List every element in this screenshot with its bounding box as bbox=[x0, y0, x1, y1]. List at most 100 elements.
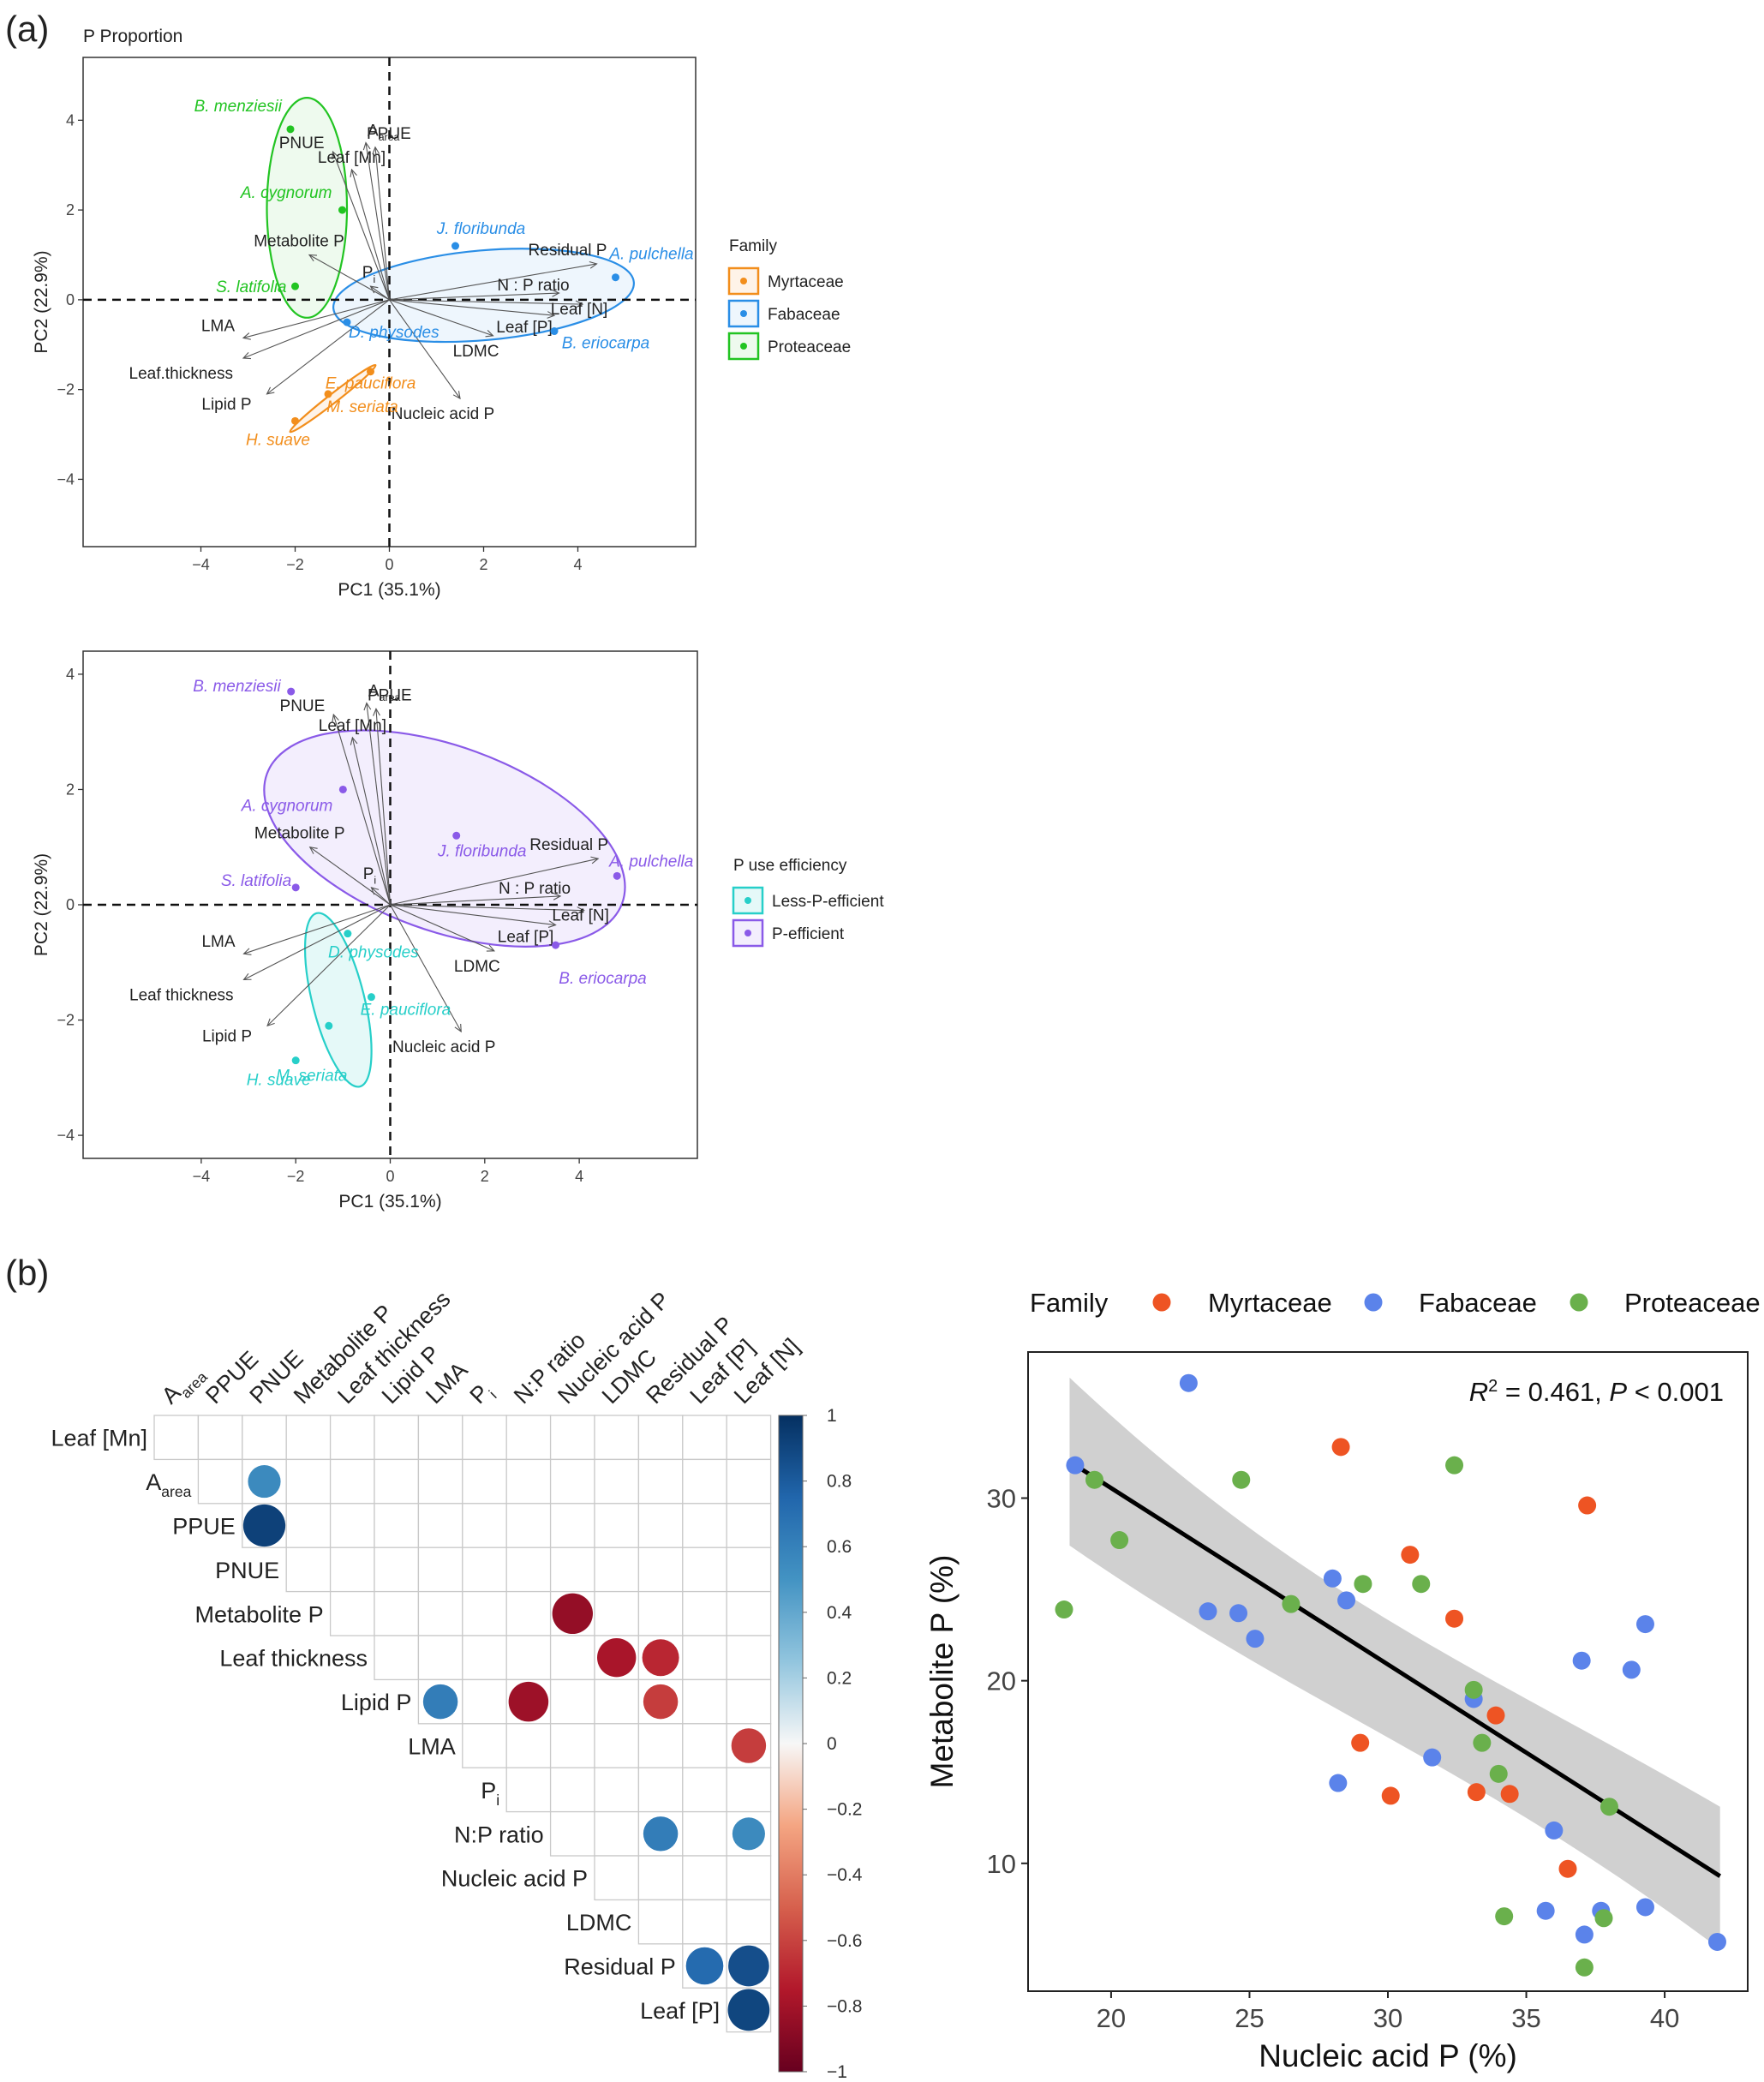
colorbar-tick-label: −1 bbox=[827, 2062, 847, 2082]
matrix-cell bbox=[594, 1678, 640, 1725]
y-tick-label: 2 bbox=[66, 781, 75, 798]
matrix-cell bbox=[726, 1590, 772, 1636]
colorbar-tick-label: −0.4 bbox=[827, 1865, 863, 1885]
species-point bbox=[451, 242, 459, 250]
legend-label: Myrtaceae bbox=[768, 273, 844, 291]
row-label: Nucleic acid P bbox=[441, 1866, 588, 1892]
point-myrtaceae bbox=[1331, 1438, 1350, 1457]
species-label: D. physodes bbox=[328, 944, 419, 962]
correlation-circle bbox=[552, 1593, 593, 1634]
species-point bbox=[613, 871, 621, 880]
matrix-cell bbox=[637, 1590, 684, 1636]
matrix-cell bbox=[682, 1458, 727, 1505]
matrix-cell bbox=[637, 1415, 684, 1461]
point-myrtaceae bbox=[1558, 1859, 1577, 1878]
colorbar-tick-label: −0.6 bbox=[827, 1931, 862, 1951]
point-myrtaceae bbox=[1500, 1785, 1519, 1804]
matrix-cell bbox=[549, 1678, 595, 1725]
point-fabaceae bbox=[1572, 1651, 1591, 1670]
matrix-cell bbox=[505, 1503, 552, 1548]
colorbar-tick-label: 0.2 bbox=[827, 1668, 852, 1688]
matrix-cell bbox=[726, 1458, 772, 1505]
x-tick-label: 4 bbox=[575, 1168, 583, 1185]
matrix-cell bbox=[417, 1458, 463, 1505]
matrix-cell bbox=[374, 1415, 420, 1461]
matrix-cell bbox=[682, 1810, 727, 1857]
species-point bbox=[452, 831, 461, 840]
point-myrtaceae bbox=[1401, 1546, 1420, 1564]
vector-arrow bbox=[374, 147, 391, 300]
species-label: B. menziesii bbox=[194, 98, 283, 116]
matrix-cell bbox=[594, 1547, 640, 1593]
point-fabaceae bbox=[1575, 1925, 1594, 1944]
legend-title: Family bbox=[729, 237, 777, 255]
y-tick-label: −2 bbox=[57, 381, 75, 398]
matrix-cell bbox=[726, 1415, 772, 1461]
matrix-cell bbox=[682, 1415, 727, 1461]
vector-arrow bbox=[390, 904, 495, 952]
vector-label: Lipid P bbox=[201, 396, 251, 414]
correlation-circle bbox=[642, 1639, 679, 1677]
legend-key bbox=[727, 299, 760, 328]
fit-annotation: R2 = 0.461, P < 0.001 bbox=[1469, 1377, 1724, 1407]
vector-arrow bbox=[390, 858, 599, 906]
point-proteaceae bbox=[1282, 1594, 1301, 1613]
vector-arrowhead bbox=[332, 713, 339, 722]
point-myrtaceae bbox=[1381, 1786, 1400, 1805]
matrix-cell bbox=[505, 1723, 552, 1768]
matrix-cell bbox=[153, 1415, 200, 1461]
row-label: LMA bbox=[408, 1734, 456, 1760]
vector-arrowhead bbox=[370, 886, 380, 895]
matrix-cell bbox=[726, 1767, 772, 1813]
vector-label: Leaf thickness bbox=[129, 986, 233, 1004]
x-tick-label: −4 bbox=[192, 556, 210, 573]
vector-arrow bbox=[390, 904, 584, 912]
y-tick-label: 10 bbox=[987, 1849, 1016, 1879]
vector-arrowhead bbox=[363, 702, 372, 711]
vector-arrow bbox=[266, 299, 390, 395]
legend-dot-proteaceae bbox=[1570, 1293, 1588, 1312]
panel-label-a: (a) bbox=[5, 9, 49, 49]
legend-dot-myrtaceae bbox=[1152, 1293, 1171, 1312]
vector-label: Residual P bbox=[529, 836, 608, 854]
x-tick-label: 35 bbox=[1511, 2003, 1540, 2033]
vector-arrow bbox=[350, 169, 391, 301]
matrix-cell bbox=[594, 1415, 640, 1461]
point-proteaceae bbox=[1495, 1907, 1514, 1926]
point-proteaceae bbox=[1594, 1909, 1613, 1928]
point-proteaceae bbox=[1445, 1456, 1464, 1475]
point-myrtaceae bbox=[1467, 1783, 1486, 1802]
matrix-cell bbox=[197, 1458, 243, 1505]
matrix-cell bbox=[505, 1547, 552, 1593]
vector-label: Pi bbox=[362, 264, 375, 285]
point-proteaceae bbox=[1412, 1575, 1431, 1594]
species-point bbox=[291, 883, 300, 892]
y-tick-label: 0 bbox=[66, 896, 75, 913]
species-point bbox=[325, 1021, 333, 1030]
correlation-circle bbox=[422, 1684, 458, 1720]
matrix-cell bbox=[637, 1458, 684, 1505]
point-myrtaceae bbox=[1445, 1609, 1464, 1628]
vector-label: LDMC bbox=[454, 958, 500, 976]
matrix-cell bbox=[682, 1503, 727, 1548]
correlation-circle bbox=[727, 1989, 770, 2031]
matrix-cell bbox=[726, 1503, 772, 1548]
vector-arrowhead bbox=[589, 260, 598, 269]
row-label: PNUE bbox=[215, 1558, 279, 1583]
vector-arrow bbox=[332, 151, 391, 301]
vector-arrowhead bbox=[553, 892, 562, 900]
point-proteaceae bbox=[1464, 1680, 1483, 1699]
row-label: Residual P bbox=[564, 1954, 676, 1980]
matrix-cell bbox=[417, 1590, 463, 1636]
vector-arrow bbox=[351, 737, 392, 906]
correlation-circle bbox=[732, 1817, 765, 1851]
y-tick-label: −2 bbox=[57, 1012, 75, 1029]
point-proteaceae bbox=[1232, 1470, 1251, 1489]
vector-arrow bbox=[389, 299, 461, 399]
species-label: H. suave bbox=[246, 431, 310, 449]
vector-label: Leaf [N] bbox=[552, 907, 609, 925]
x-tick-label: −4 bbox=[193, 1168, 211, 1185]
matrix-cell bbox=[682, 1635, 727, 1681]
point-fabaceae bbox=[1707, 1932, 1726, 1951]
matrix-cell bbox=[329, 1458, 375, 1505]
